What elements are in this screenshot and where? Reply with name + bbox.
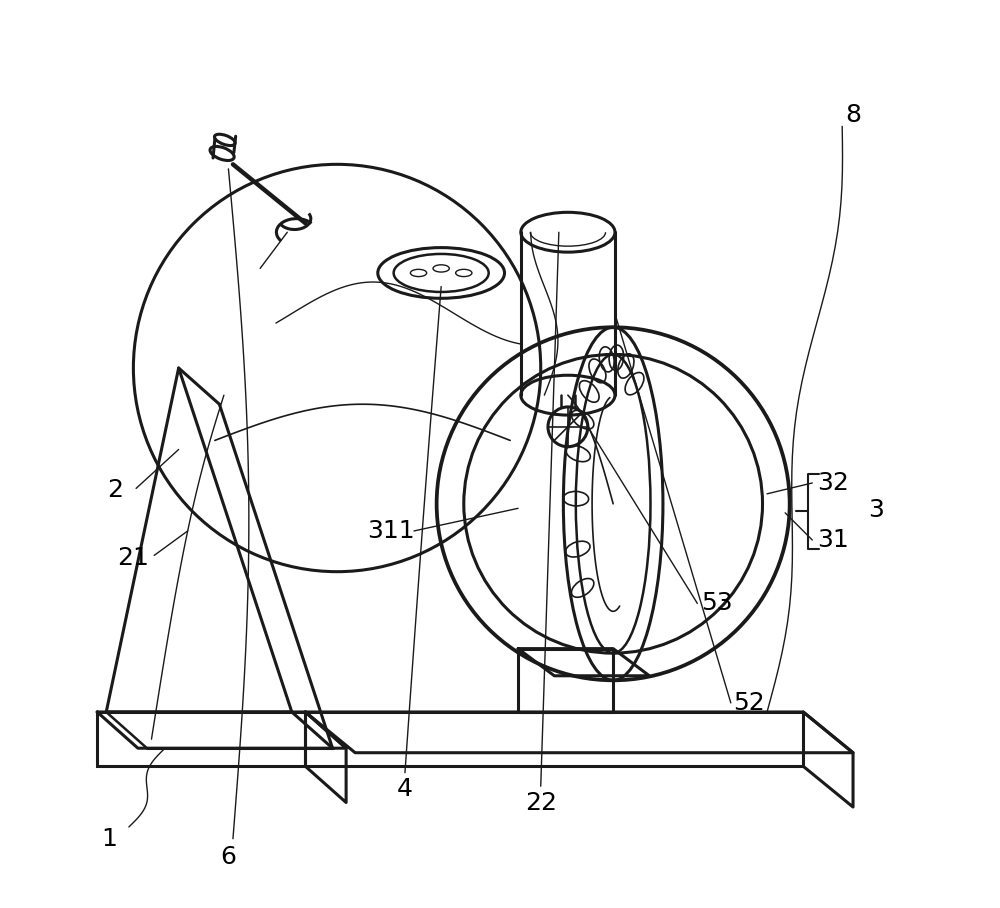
Text: 1: 1 [101,826,117,851]
Text: 4: 4 [397,777,413,801]
Text: 53: 53 [701,591,733,616]
Text: 2: 2 [107,479,123,502]
Text: 8: 8 [845,103,861,126]
Text: 21: 21 [117,546,149,570]
Text: 31: 31 [817,528,849,552]
Text: 3: 3 [868,498,884,522]
Text: 52: 52 [733,691,765,715]
Text: 32: 32 [817,471,849,495]
Text: 311: 311 [368,519,415,543]
Text: 6: 6 [220,844,236,869]
Text: 22: 22 [525,791,557,814]
